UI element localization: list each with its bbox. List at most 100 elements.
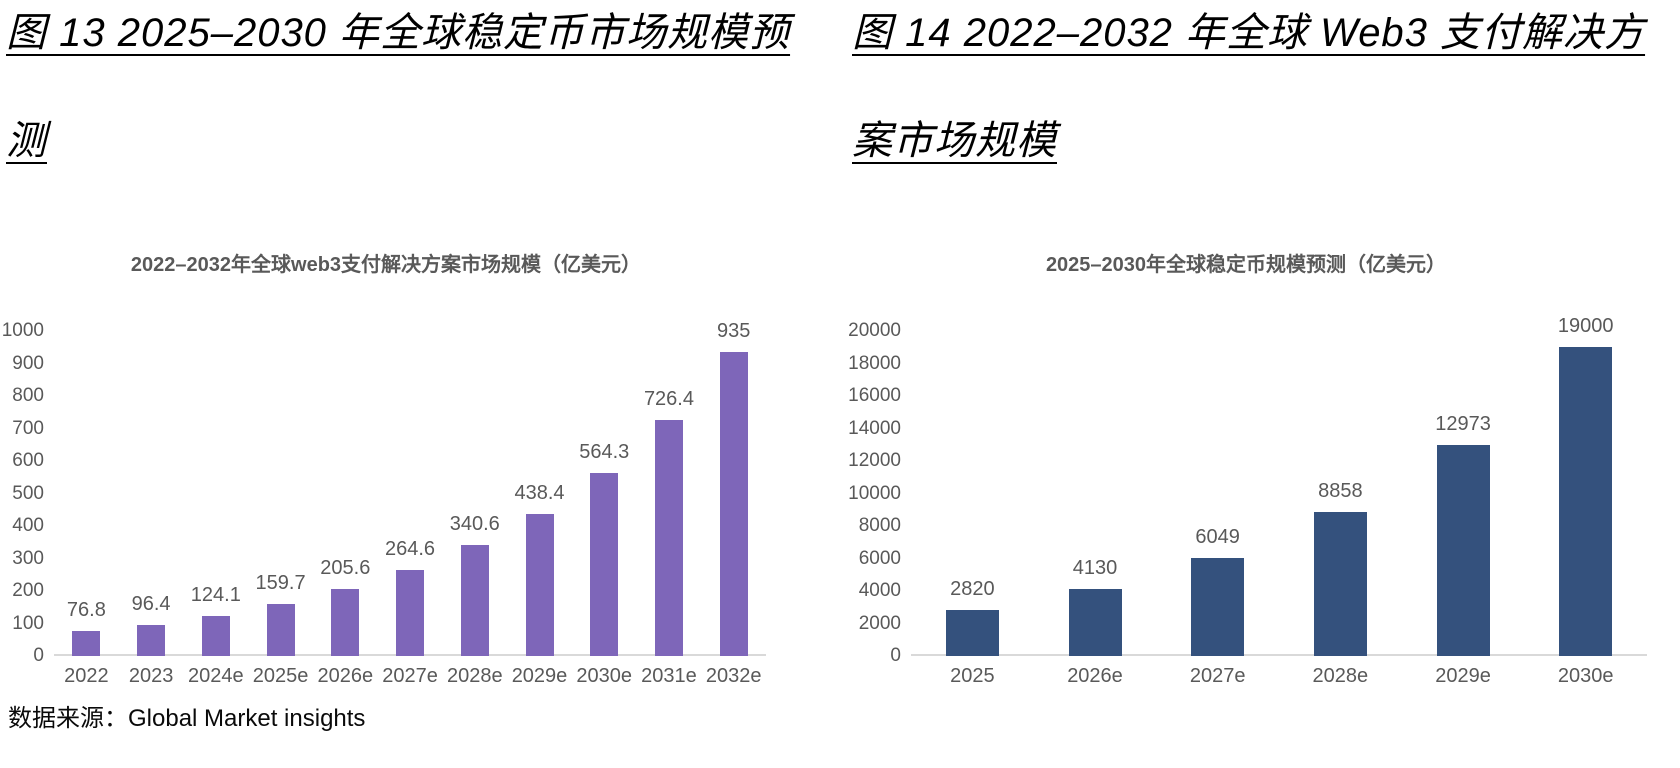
bar-slot-2027e: 264.6 xyxy=(378,284,443,656)
bar-2027e xyxy=(1191,557,1245,656)
bar-value-label: 76.8 xyxy=(66,599,106,622)
web3-chart-bars: 76.8 96.4 124.1 159.7 205.6 264.6 340.6 438.4 56… xyxy=(54,284,766,656)
x-axis-tick-label: 2027e xyxy=(382,665,438,687)
x-axis-tick-label: 2022 xyxy=(64,665,109,687)
stablecoin-chart-plot-area: 0 2000 4000 6000 8000 10000 12000 14000 16000 180… xyxy=(845,284,1647,666)
y-axis-tick-label: 600 xyxy=(12,450,44,471)
bar-slot-2031e: 726.4 xyxy=(637,284,702,656)
bar-slot-2022: 76.8 xyxy=(54,284,119,656)
bar-slot-2032e: 935 xyxy=(701,284,766,656)
bar-value-label: 6049 xyxy=(1195,525,1240,548)
x-axis-tick-label: 2024e xyxy=(188,665,244,687)
bar-2025 xyxy=(945,610,999,656)
bar-value-label: 205.6 xyxy=(320,557,371,580)
bar-value-label: 340.6 xyxy=(449,513,500,536)
bar-2029e xyxy=(1436,445,1490,656)
figure-13-caption-line-1: 图 13 2025–2030 年全球稳定币市场规模预 xyxy=(6,10,841,56)
stablecoin-chart-x-axis: 2025 2026e 2027e 2028e 2029e 2030e xyxy=(911,665,1647,688)
bar-value-label: 935 xyxy=(717,320,751,343)
y-axis-tick-label: 800 xyxy=(12,385,44,406)
web3-chart-plot-area: 0 100 200 300 400 500 600 700 800 900 1000 76.8 96.… xyxy=(2,284,766,666)
figure-14-caption-text-1: 图 14 2022–2032 年全球 Web3 支付解决方 xyxy=(852,11,1646,55)
x-axis-tick-label: 2026e xyxy=(1067,665,1123,687)
figure-13-caption: 图 13 2025–2030 年全球稳定币市场规模预 测 xyxy=(6,10,841,226)
y-axis-tick-label: 200 xyxy=(12,580,44,601)
bar-slot-2028e: 340.6 xyxy=(442,284,507,656)
stablecoin-chart-y-axis: 0 2000 4000 6000 8000 10000 12000 14000 16000 180… xyxy=(845,284,911,666)
bar-slot-2028e: 8858 xyxy=(1279,284,1402,656)
y-axis-tick-label: 0 xyxy=(890,645,901,666)
stablecoin-chart-title: 2025–2030年全球稳定币规模预测（亿美元） xyxy=(1045,254,1447,276)
x-axis-tick-label: 2031e xyxy=(641,665,697,687)
figure-13-caption-text-1: 图 13 2025–2030 年全球稳定币市场规模预 xyxy=(6,11,791,55)
bar-2029e xyxy=(525,513,554,656)
y-axis-tick-label: 10000 xyxy=(848,482,901,504)
bar-slot-2029e: 12973 xyxy=(1402,284,1525,656)
bar-slot-2030e: 564.3 xyxy=(572,284,637,656)
bar-2025e xyxy=(266,604,295,656)
y-axis-tick-label: 6000 xyxy=(858,547,901,569)
bar-value-label: 159.7 xyxy=(255,572,306,595)
bar-2023 xyxy=(137,624,166,656)
bar-value-label: 8858 xyxy=(1318,480,1363,503)
bar-slot-2024e: 124.1 xyxy=(183,284,248,656)
figure-14-caption-line-1: 图 14 2022–2032 年全球 Web3 支付解决方 xyxy=(852,10,1672,56)
bar-2032e xyxy=(719,352,748,656)
y-axis-tick-label: 8000 xyxy=(858,515,901,536)
y-axis-tick-label: 700 xyxy=(12,417,44,439)
y-axis-tick-label: 100 xyxy=(12,612,44,634)
bar-value-label: 12973 xyxy=(1435,413,1491,436)
web3-chart-y-axis: 0 100 200 300 400 500 600 700 800 900 1000 xyxy=(2,284,54,666)
y-axis-tick-label: 2000 xyxy=(858,612,901,634)
bar-value-label: 726.4 xyxy=(643,387,694,410)
y-axis-tick-label: 4000 xyxy=(858,580,901,601)
bar-2027e xyxy=(396,570,425,656)
bar-2030e xyxy=(1559,347,1613,656)
y-axis-tick-label: 500 xyxy=(12,482,44,504)
data-source-note: 数据来源：Global Market insights xyxy=(8,705,366,732)
stablecoin-bar-chart: 2025–2030年全球稳定币规模预测（亿美元） 0 2000 4000 6000 80… xyxy=(845,252,1647,688)
bar-2028e xyxy=(1313,512,1367,656)
web3-payment-bar-chart: 2022–2032年全球web3支付解决方案市场规模（亿美元） 0 100 200 3… xyxy=(2,252,766,688)
bar-2026e xyxy=(1068,588,1122,656)
y-axis-tick-label: 300 xyxy=(12,547,44,569)
y-axis-tick-label: 400 xyxy=(12,515,44,536)
bar-value-label: 264.6 xyxy=(385,538,436,561)
x-axis-tick-label: 2029e xyxy=(511,665,568,687)
bar-2024e xyxy=(201,615,230,656)
x-axis-tick-label: 2023 xyxy=(128,665,174,687)
bar-slot-2029e: 438.4 xyxy=(507,284,572,656)
x-axis-tick-label: 2025e xyxy=(252,665,309,687)
x-axis-tick-label: 2028e xyxy=(1312,665,1369,687)
bar-2031e xyxy=(654,419,683,656)
figure-13-caption-line-2: 测 xyxy=(6,118,841,164)
bar-value-label: 2820 xyxy=(950,578,995,601)
x-axis-tick-label: 2029e xyxy=(1435,665,1491,687)
y-axis-tick-label: 18000 xyxy=(848,352,901,374)
web3-chart-x-axis: 2022 2023 2024e 2025e 2026e 2027e 2028e 2029e 20… xyxy=(54,665,766,688)
y-axis-tick-label: 1000 xyxy=(1,320,44,341)
bar-slot-2026e: 205.6 xyxy=(313,284,378,656)
x-axis-tick-label: 2032e xyxy=(705,665,762,687)
figure-13-caption-text-2: 测 xyxy=(6,119,47,163)
bar-value-label: 96.4 xyxy=(131,592,171,615)
y-axis-tick-label: 14000 xyxy=(848,417,901,439)
x-axis-tick-label: 2030e xyxy=(576,665,633,687)
x-axis-tick-label: 2025 xyxy=(950,665,995,687)
y-axis-tick-label: 12000 xyxy=(848,450,901,471)
x-axis-tick-label: 2027e xyxy=(1189,665,1246,687)
figure-14-caption-line-2: 案市场规模 xyxy=(852,118,1672,164)
y-axis-tick-label: 16000 xyxy=(848,385,901,406)
x-axis-tick-label: 2028e xyxy=(446,665,503,687)
figure-14-caption: 图 14 2022–2032 年全球 Web3 支付解决方 案市场规模 xyxy=(852,10,1672,226)
y-axis-tick-label: 20000 xyxy=(848,320,901,341)
bar-2022 xyxy=(72,631,101,656)
bar-2030e xyxy=(590,472,619,656)
bar-value-label: 19000 xyxy=(1557,315,1614,338)
figure-14-caption-text-2: 案市场规模 xyxy=(852,119,1057,163)
bar-value-label: 438.4 xyxy=(514,481,565,504)
bar-value-label: 4130 xyxy=(1072,556,1118,579)
bar-value-label: 564.3 xyxy=(579,440,630,463)
stablecoin-chart-bars: 2820 4130 6049 8858 12973 19000 xyxy=(911,284,1647,656)
